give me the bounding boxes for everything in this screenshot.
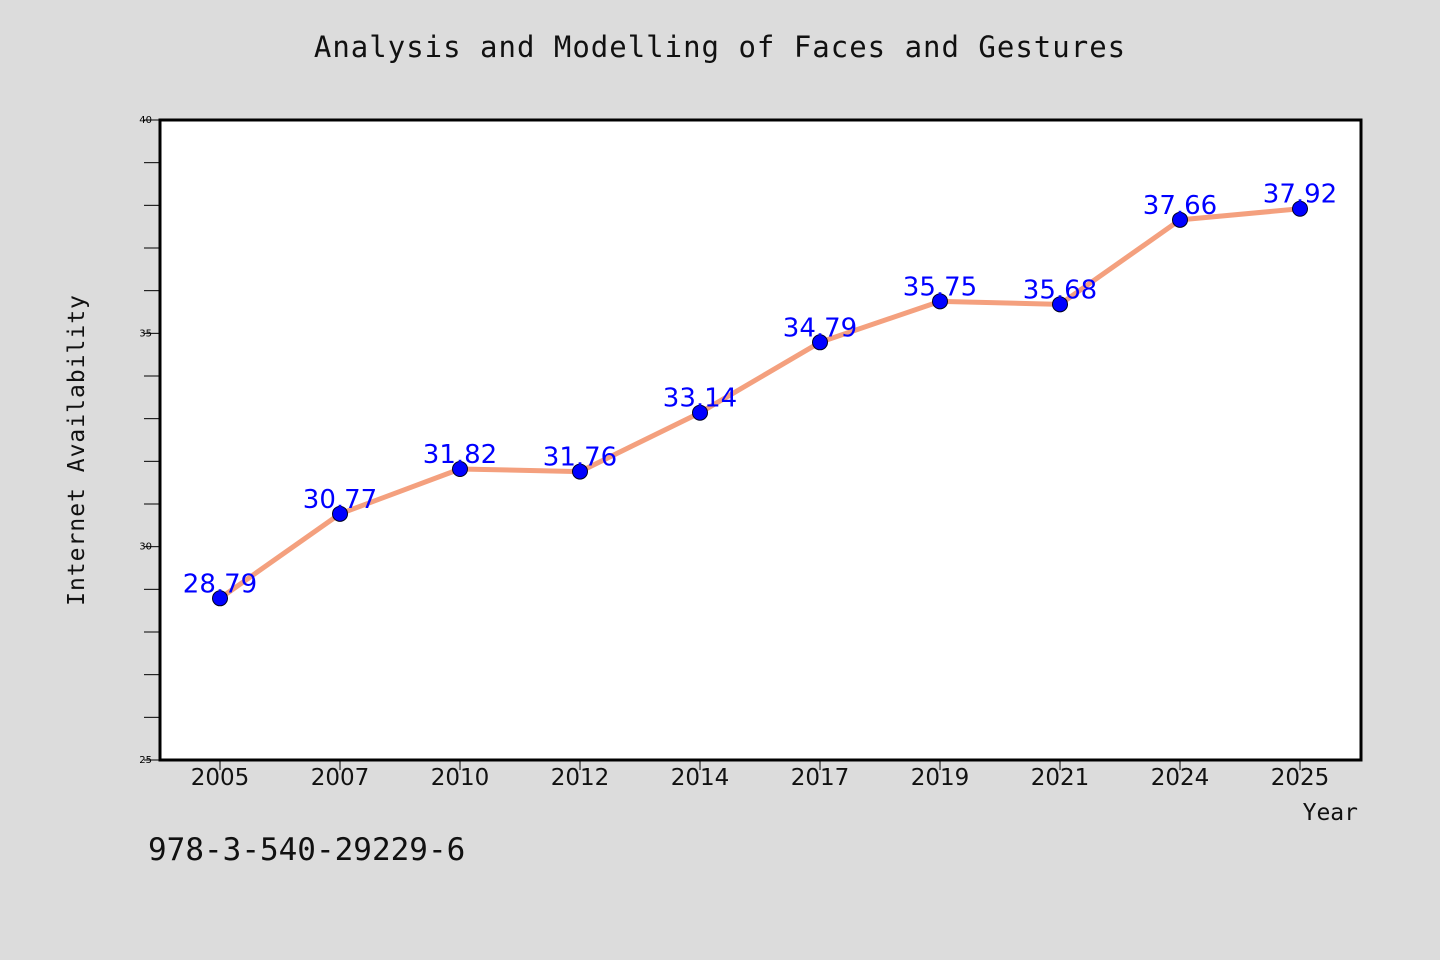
data-label: 35.68 [1023,275,1097,305]
y-axis-ticks: 25 30 35 40 [139,115,160,766]
data-label: 30.77 [303,485,377,515]
data-point [332,505,348,522]
data-point [1052,296,1068,313]
plot-area [158,118,1363,762]
data-label: 31.82 [423,440,497,470]
data-label: 37.66 [1143,191,1217,221]
x-tick-label: 2019 [911,765,970,791]
data-point [692,404,708,421]
y-axis-label: Internet Availability [64,294,90,606]
x-tick-label: 2025 [1271,765,1330,791]
data-point [572,463,588,480]
data-label: 31.76 [543,443,617,473]
y-tick-label: 40 [139,115,152,126]
x-tick-label: 2007 [311,765,370,791]
x-tick-label: 2012 [551,765,610,791]
x-axis-ticks: 2005 2007 2010 2012 2014 2017 2019 2021 2024 2025 [191,760,1330,791]
y-tick-label: 25 [139,755,152,766]
x-tick-label: 2010 [431,765,490,791]
isbn-text: 978-3-540-29229-6 [148,832,466,868]
data-point [212,590,228,607]
data-point [812,334,828,351]
x-tick-label: 2021 [1031,765,1090,791]
x-tick-label: 2024 [1151,765,1210,791]
data-label: 35.75 [903,272,977,302]
data-label: 37.92 [1263,180,1337,210]
x-tick-label: 2005 [191,765,250,791]
data-point [1172,211,1188,228]
series-line [217,206,1303,601]
data-label: 28.79 [183,569,257,599]
x-tick-label: 2014 [671,765,730,791]
y-tick-label: 35 [139,328,152,339]
x-tick-label: 2017 [791,765,850,791]
data-point [452,461,468,478]
series-group: 28.79 30.77 31.82 31.76 33.14 34.79 35.75 35.68… [183,180,1337,607]
data-label: 33.14 [663,384,737,414]
chart-title: Analysis and Modelling of Faces and Gest… [313,30,1127,64]
data-label: 34.79 [783,313,857,343]
data-point [1292,200,1308,217]
y-tick-label: 30 [139,542,152,553]
data-point [932,293,948,310]
x-axis-label: Year [1303,800,1358,826]
